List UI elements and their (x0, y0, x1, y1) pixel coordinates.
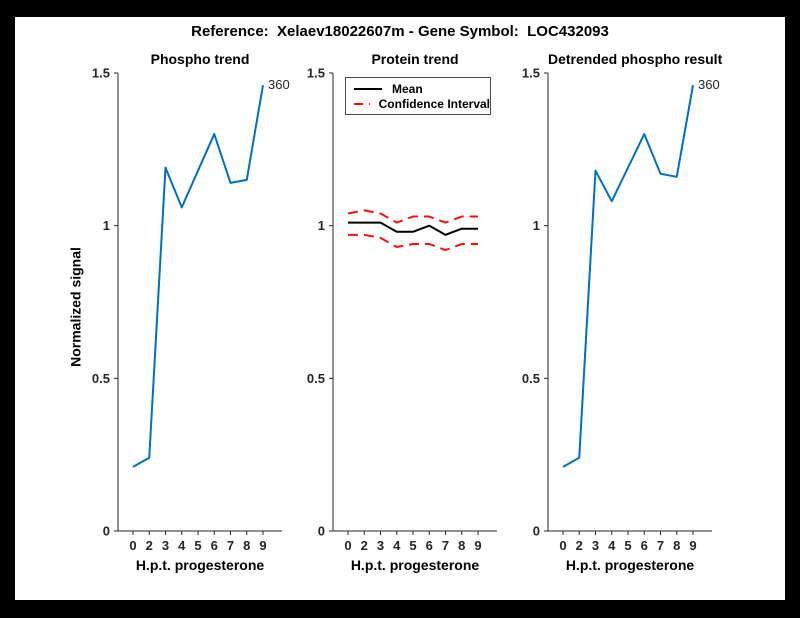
svg-text:360: 360 (268, 77, 290, 92)
y-axis-label: Normalized signal (67, 247, 84, 367)
mean-line-sample-icon (354, 88, 382, 90)
svg-text:6: 6 (641, 538, 648, 553)
subplot-phospho-trend: Phospho trend 0 0.5 1 1.5 0 2 3 4 5 6 7 8 9 360 H.p.t… (68, 51, 308, 591)
svg-text:0.5: 0.5 (522, 371, 540, 386)
legend-label-confidence-interval: Confidence Interval (378, 97, 490, 111)
svg-text:1.5: 1.5 (92, 66, 110, 81)
svg-text:0.5: 0.5 (307, 371, 325, 386)
svg-text:3: 3 (377, 538, 384, 553)
svg-text:4: 4 (393, 538, 401, 553)
protein-trend-chart: 00.511.50 2 3 4 5 6 7 8 9 (307, 66, 497, 553)
legend: Mean Confidence Interval (345, 77, 491, 115)
svg-text:0: 0 (559, 538, 566, 553)
svg-text:6: 6 (211, 538, 218, 553)
svg-text:3: 3 (162, 538, 169, 553)
svg-text:1.5: 1.5 (522, 66, 540, 81)
svg-text:4: 4 (178, 538, 186, 553)
svg-text:1: 1 (318, 218, 325, 233)
svg-text:0: 0 (103, 524, 110, 539)
svg-text:5: 5 (194, 538, 201, 553)
svg-text:9: 9 (689, 538, 696, 553)
svg-text:2: 2 (146, 538, 153, 553)
figure-canvas: Reference: Xelaev18022607m - Gene Symbol… (15, 17, 785, 600)
x-axis-label: H.p.t. progesterone (135, 557, 265, 573)
ci-dashed-line-sample-icon (354, 103, 370, 105)
svg-text:1: 1 (103, 218, 110, 233)
svg-text:0.5: 0.5 (92, 371, 110, 386)
legend-entry-mean: Mean (353, 82, 490, 96)
svg-text:1: 1 (533, 218, 540, 233)
svg-text:9: 9 (474, 538, 481, 553)
svg-text:0: 0 (533, 524, 540, 539)
legend-entry-confidence-interval: Confidence Interval (353, 97, 490, 111)
svg-text:7: 7 (227, 538, 234, 553)
svg-text:5: 5 (624, 538, 631, 553)
svg-text:5: 5 (409, 538, 416, 553)
svg-text:4: 4 (608, 538, 616, 553)
svg-text:2: 2 (576, 538, 583, 553)
svg-text:0: 0 (344, 538, 351, 553)
svg-text:6: 6 (426, 538, 433, 553)
svg-text:8: 8 (673, 538, 680, 553)
svg-text:9: 9 (259, 538, 266, 553)
svg-text:2: 2 (361, 538, 368, 553)
x-axis-label: H.p.t. progesterone (350, 557, 480, 573)
subplot-detrended-phospho: Detrended phospho result 0 0.5 1 1.5 0 2 3 4 5 6 7… (498, 51, 738, 591)
svg-text:0: 0 (318, 524, 325, 539)
subplot-protein-trend: Protein trend 0 0.5 1 1.5 0 2 3 4 5 6 7 8 9 H.p.t. p… (283, 51, 523, 591)
x-axis-label: H.p.t. progesterone (565, 557, 695, 573)
plot-title-detrended: Detrended phospho result (548, 51, 723, 67)
svg-text:7: 7 (442, 538, 449, 553)
svg-text:8: 8 (458, 538, 465, 553)
svg-text:1.5: 1.5 (307, 66, 325, 81)
figure-title: Reference: Xelaev18022607m - Gene Symbol… (191, 23, 609, 40)
svg-text:3: 3 (592, 538, 599, 553)
plot-title-protein: Protein trend (371, 51, 459, 67)
plot-title-phospho: Phospho trend (150, 51, 250, 67)
svg-text:360: 360 (698, 77, 720, 92)
svg-text:7: 7 (657, 538, 664, 553)
svg-text:0: 0 (129, 538, 136, 553)
svg-text:8: 8 (243, 538, 250, 553)
legend-label-mean: Mean (392, 82, 423, 96)
